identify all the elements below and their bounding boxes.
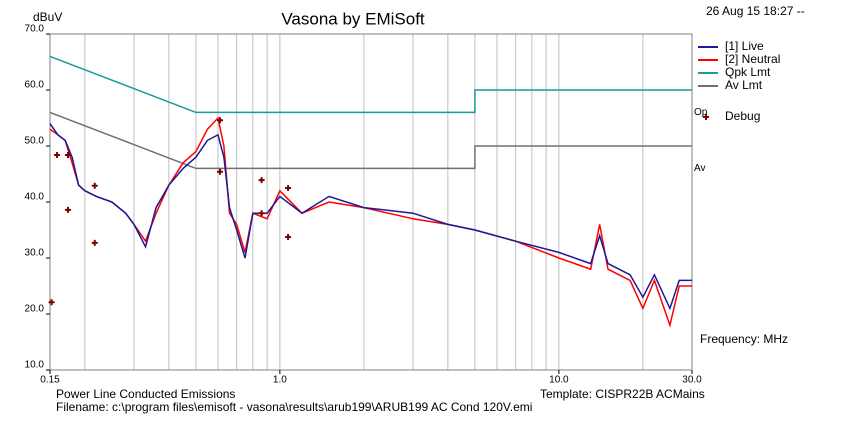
- legend-marker: [703, 114, 709, 120]
- x-tick-label: 30.0: [682, 375, 702, 386]
- footer-right: Template: CISPR22B ACMains: [540, 387, 705, 401]
- debug-marker: [258, 210, 265, 217]
- debug-marker: [91, 239, 98, 246]
- debug-marker: [48, 299, 55, 306]
- debug-marker: [54, 151, 61, 158]
- x-tick-label: 1.0: [273, 375, 287, 386]
- y-tick-label: 40.0: [25, 192, 45, 203]
- debug-marker: [216, 168, 223, 175]
- series-line: [49, 111, 692, 170]
- debug-marker: [64, 206, 71, 213]
- y-tick-label: 70.0: [25, 24, 45, 35]
- series-line: [49, 55, 692, 114]
- x-axis-label: Frequency: MHz: [700, 332, 788, 346]
- legend-label: Av Lmt: [725, 78, 763, 92]
- debug-marker: [64, 151, 71, 158]
- timestamp: 26 Aug 15 18:27 --: [706, 4, 805, 18]
- y-tick-label: 50.0: [25, 136, 45, 147]
- y-axis-label: dBuV: [33, 10, 62, 24]
- y-tick-label: 60.0: [25, 80, 45, 91]
- x-tick-label: 0.15: [40, 375, 60, 386]
- debug-marker: [258, 177, 265, 184]
- debug-marker: [285, 234, 292, 240]
- annotation: Av: [694, 163, 706, 174]
- debug-marker: [285, 185, 292, 191]
- annotation: Op: [694, 107, 708, 118]
- legend-label: [2] Neutral: [725, 52, 780, 66]
- debug-marker: [216, 117, 223, 124]
- y-tick-label: 30.0: [25, 248, 45, 259]
- chart-title: Vasona by EMiSoft: [281, 9, 425, 28]
- debug-marker: [91, 182, 98, 189]
- y-tick-label: 20.0: [25, 304, 45, 315]
- legend-label: Qpk Lmt: [725, 65, 771, 79]
- legend-label: [1] Live: [725, 39, 764, 53]
- y-tick-label: 10.0: [25, 360, 45, 371]
- legend-label: Debug: [725, 109, 760, 123]
- series-line: [49, 123, 692, 311]
- x-tick-label: 10.0: [549, 375, 569, 386]
- footer-left: Power Line Conducted Emissions: [56, 387, 235, 401]
- filename: Filename: c:\program files\emisoft - vas…: [56, 400, 532, 414]
